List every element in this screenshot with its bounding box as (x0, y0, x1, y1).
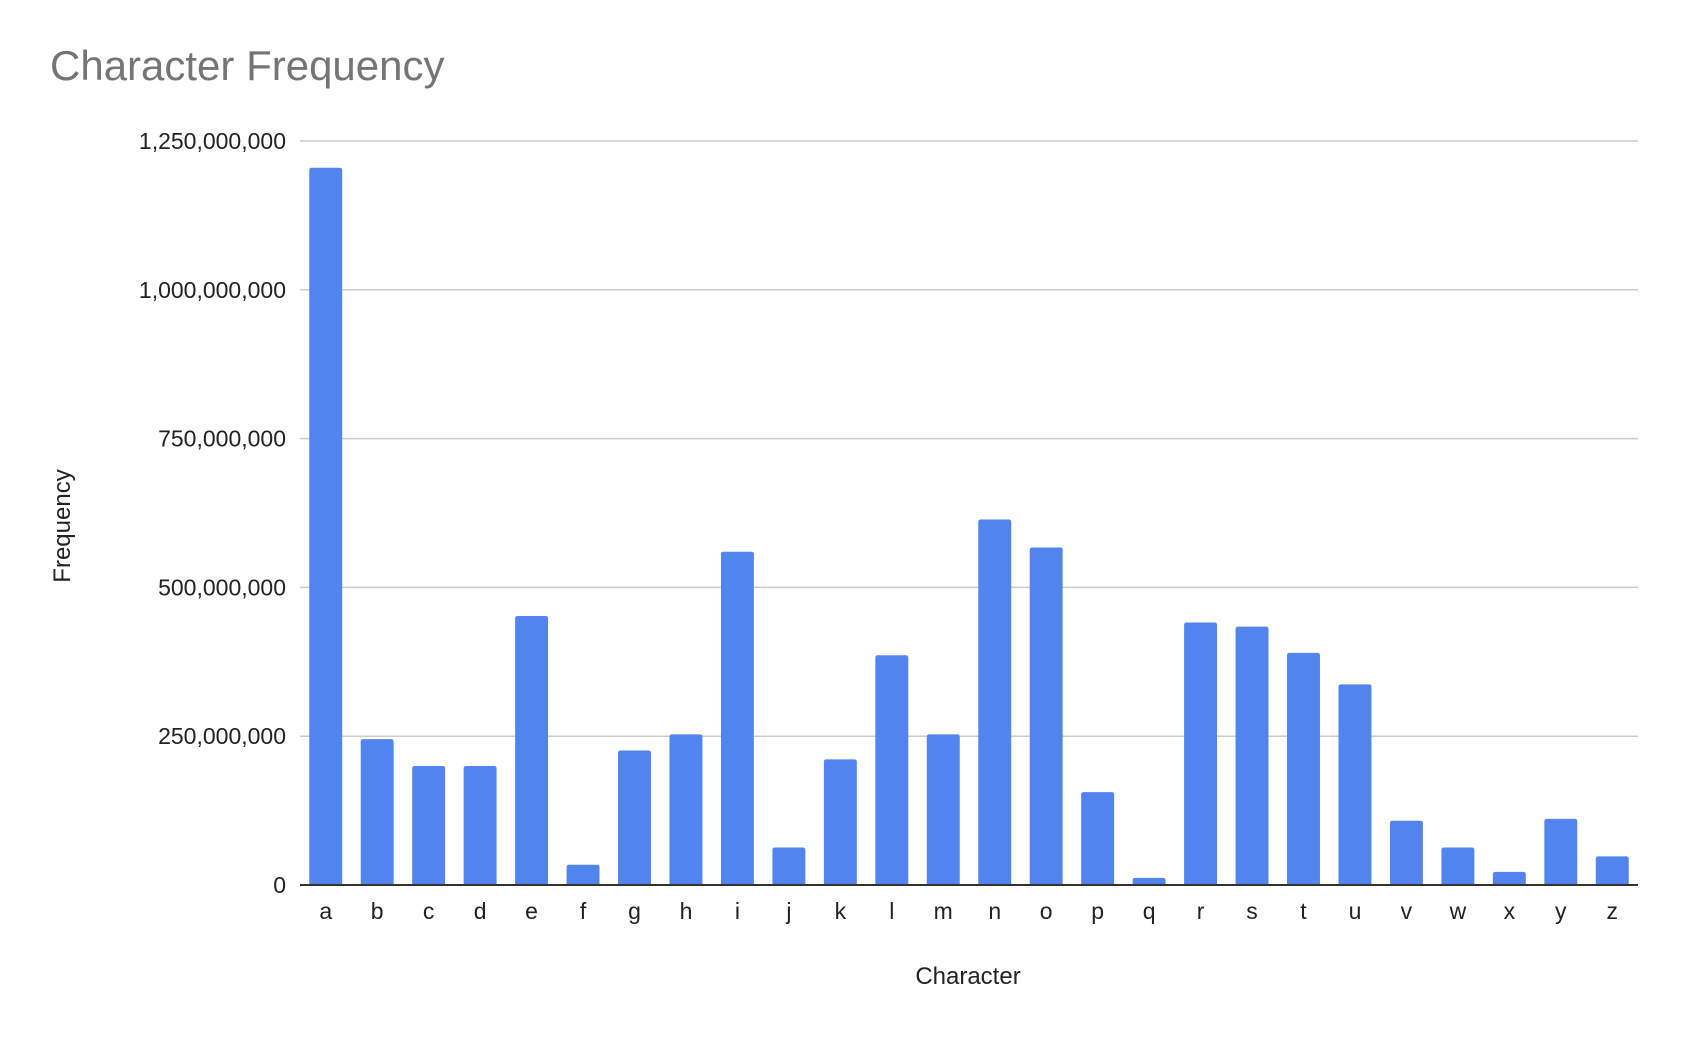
x-tick-label: z (1607, 898, 1619, 924)
x-tick-label: e (525, 898, 538, 924)
x-tick-label: t (1300, 898, 1307, 924)
bar-z (1595, 856, 1629, 885)
bar-e (515, 615, 549, 885)
x-tick-label: j (785, 898, 791, 924)
bar-j (772, 847, 806, 885)
bar-k (823, 759, 857, 885)
y-axis-title: Frequency (49, 469, 76, 582)
bar-c (412, 765, 446, 885)
bar-b (360, 739, 394, 885)
bar-a (309, 167, 343, 885)
bar-s (1235, 626, 1269, 885)
bar-g (618, 750, 651, 885)
x-tick-label: q (1143, 898, 1156, 924)
bar-r (1184, 622, 1218, 885)
axes: 0 250,000,000 500,000,000 750,000,000 1,000,… (139, 128, 1638, 924)
bar-q (1132, 877, 1166, 885)
x-tick-label: v (1401, 898, 1413, 924)
bar-f (566, 864, 600, 885)
bar-t (1287, 652, 1320, 885)
bar-x (1492, 871, 1526, 885)
y-tick-label: 0 (273, 872, 286, 898)
x-tick-label: c (423, 898, 435, 924)
bar-m (926, 734, 960, 885)
y-tick-label: 750,000,000 (158, 426, 286, 452)
x-tick-label: g (628, 898, 641, 924)
x-tick-label: k (835, 898, 847, 924)
x-tick-label: f (580, 898, 587, 924)
bar-d (463, 765, 497, 885)
bar-n (978, 519, 1012, 885)
gridlines (300, 140, 1638, 737)
bar-h (669, 734, 703, 885)
chart-title: Character Frequency (50, 42, 445, 89)
x-tick-label: h (680, 898, 693, 924)
bar-i (720, 551, 754, 885)
bar-p (1081, 792, 1115, 885)
x-axis-title: Character (915, 963, 1020, 990)
bar-w (1441, 847, 1475, 885)
x-tick-label: d (474, 898, 487, 924)
bar-o (1029, 547, 1063, 885)
bars (309, 167, 1629, 885)
x-tick-label: n (988, 898, 1001, 924)
x-tick-label: s (1246, 898, 1258, 924)
x-tick-label: x (1504, 898, 1516, 924)
x-tick-label: i (735, 898, 740, 924)
y-tick-label: 500,000,000 (158, 574, 286, 600)
x-tick-label: o (1040, 898, 1053, 924)
bar-l (875, 655, 909, 885)
y-tick-label: 250,000,000 (158, 723, 286, 749)
y-tick-label: 1,000,000,000 (139, 277, 286, 303)
y-tick-label: 1,250,000,000 (139, 128, 286, 154)
x-tick-label: u (1349, 898, 1362, 924)
x-tick-label: l (889, 898, 894, 924)
x-tick-label: a (319, 898, 332, 924)
x-tick-label: m (934, 898, 953, 924)
bar-v (1389, 820, 1423, 885)
x-tick-label: r (1197, 898, 1205, 924)
x-tick-label: w (1449, 898, 1467, 924)
x-tick-label: b (371, 898, 384, 924)
x-tick-label: y (1555, 898, 1567, 924)
bar-u (1338, 684, 1372, 885)
bar-y (1544, 818, 1578, 885)
x-tick-label: p (1091, 898, 1104, 924)
